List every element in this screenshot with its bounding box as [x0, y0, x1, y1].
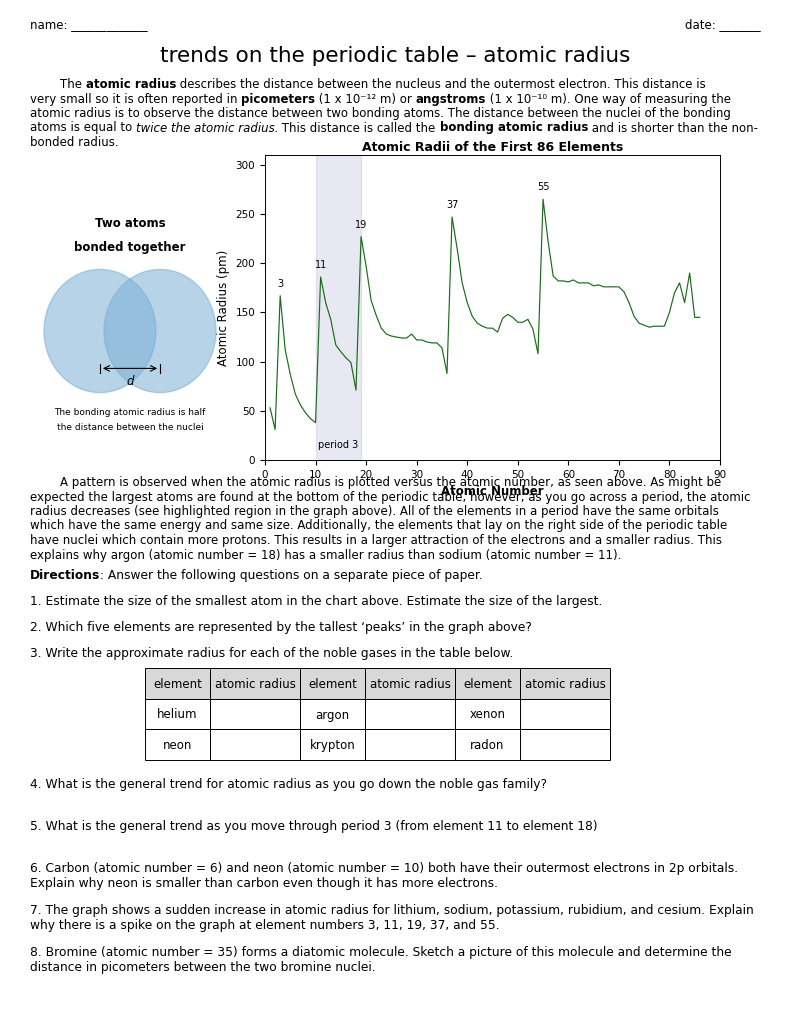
Bar — [210, 729, 300, 760]
Text: twice the atomic radius.: twice the atomic radius. — [136, 122, 278, 134]
Bar — [210, 698, 300, 729]
Text: describes the distance between the nucleus and the outermost electron. This dist: describes the distance between the nucle… — [176, 78, 706, 91]
Bar — [300, 668, 365, 698]
Text: very small so it is often reported in: very small so it is often reported in — [30, 92, 241, 105]
Text: 19: 19 — [355, 220, 367, 229]
Text: (1 x 10⁻¹² m) or: (1 x 10⁻¹² m) or — [316, 92, 416, 105]
Text: 3. Write the approximate radius for each of the noble gases in the table below.: 3. Write the approximate radius for each… — [30, 647, 513, 660]
Text: This distance is called the: This distance is called the — [278, 122, 440, 134]
Bar — [455, 698, 520, 729]
Circle shape — [44, 269, 156, 392]
Text: radius decreases (see highlighted region in the graph above). All of the element: radius decreases (see highlighted region… — [30, 505, 719, 518]
Bar — [145, 698, 210, 729]
Circle shape — [104, 269, 216, 392]
Text: Two atoms: Two atoms — [95, 217, 165, 229]
X-axis label: Atomic Number: Atomic Number — [441, 485, 544, 499]
Text: argon: argon — [316, 709, 350, 722]
Text: 37: 37 — [446, 200, 458, 210]
Text: 2. Which five elements are represented by the tallest ‘peaks’ in the graph above: 2. Which five elements are represented b… — [30, 621, 532, 634]
Bar — [300, 698, 365, 729]
Bar — [365, 668, 455, 698]
Text: 5. What is the general trend as you move through period 3 (from element 11 to el: 5. What is the general trend as you move… — [30, 820, 598, 833]
Text: have nuclei which contain more protons. This results in a larger attraction of t: have nuclei which contain more protons. … — [30, 534, 722, 547]
Text: the distance between the nuclei: the distance between the nuclei — [57, 423, 203, 432]
Text: element: element — [308, 678, 357, 691]
Text: trends on the periodic table – atomic radius: trends on the periodic table – atomic ra… — [160, 46, 630, 66]
Text: 7. The graph shows a sudden increase in atomic radius for lithium, sodium, potas: 7. The graph shows a sudden increase in … — [30, 904, 754, 918]
Bar — [520, 729, 610, 760]
Text: 11: 11 — [315, 260, 327, 270]
Bar — [145, 668, 210, 698]
Text: expected the largest atoms are found at the bottom of the periodic table, howeve: expected the largest atoms are found at … — [30, 490, 751, 504]
Text: atomic radius: atomic radius — [369, 678, 450, 691]
Text: neon: neon — [163, 739, 192, 753]
Text: period 3: period 3 — [318, 440, 358, 451]
Text: Explain why neon is smaller than carbon even though it has more electrons.: Explain why neon is smaller than carbon … — [30, 877, 498, 890]
Text: radon: radon — [471, 739, 505, 753]
Text: why there is a spike on the graph at element numbers 3, 11, 19, 37, and 55.: why there is a spike on the graph at ele… — [30, 919, 500, 932]
Bar — [455, 668, 520, 698]
Text: and is shorter than the non-: and is shorter than the non- — [588, 122, 758, 134]
Text: atomic radius: atomic radius — [524, 678, 605, 691]
Text: name: _____________: name: _____________ — [30, 18, 148, 31]
Text: krypton: krypton — [309, 739, 355, 753]
Text: The: The — [30, 78, 85, 91]
Text: distance in picometers between the two bromine nuclei.: distance in picometers between the two b… — [30, 961, 376, 974]
Bar — [316, 155, 361, 460]
Text: date: _______: date: _______ — [685, 18, 761, 31]
Text: explains why argon (atomic number = 18) has a smaller radius than sodium (atomic: explains why argon (atomic number = 18) … — [30, 549, 622, 561]
Text: helium: helium — [157, 709, 198, 722]
Text: picometers: picometers — [241, 92, 316, 105]
Text: 3: 3 — [277, 279, 283, 289]
Text: atoms is equal to: atoms is equal to — [30, 122, 136, 134]
Bar — [210, 668, 300, 698]
Text: 55: 55 — [537, 182, 549, 193]
Bar — [455, 729, 520, 760]
Text: : Answer the following questions on a separate piece of paper.: : Answer the following questions on a se… — [100, 569, 483, 582]
Bar — [520, 698, 610, 729]
Text: Directions: Directions — [30, 569, 100, 582]
Title: Atomic Radii of the First 86 Elements: Atomic Radii of the First 86 Elements — [361, 141, 623, 154]
Bar — [365, 729, 455, 760]
Text: element: element — [153, 678, 202, 691]
Text: which have the same energy and same size. Additionally, the elements that lay on: which have the same energy and same size… — [30, 519, 727, 532]
Bar — [300, 729, 365, 760]
Text: 8. Bromine (atomic number = 35) forms a diatomic molecule. Sketch a picture of t: 8. Bromine (atomic number = 35) forms a … — [30, 946, 732, 959]
Text: The bonding atomic radius is half: The bonding atomic radius is half — [55, 408, 206, 417]
Text: (1 x 10⁻¹⁰ m). One way of measuring the: (1 x 10⁻¹⁰ m). One way of measuring the — [486, 92, 731, 105]
Text: bonded radius.: bonded radius. — [30, 136, 119, 150]
Text: xenon: xenon — [470, 709, 505, 722]
Text: 6. Carbon (atomic number = 6) and neon (atomic number = 10) both have their oute: 6. Carbon (atomic number = 6) and neon (… — [30, 862, 738, 874]
Text: element: element — [463, 678, 512, 691]
Y-axis label: Atomic Radius (pm): Atomic Radius (pm) — [217, 250, 230, 366]
Bar — [145, 729, 210, 760]
Text: A pattern is observed when the atomic radius is plotted versus the atomic number: A pattern is observed when the atomic ra… — [30, 476, 721, 489]
Text: atomic radius is to observe the distance between two bonding atoms. The distance: atomic radius is to observe the distance… — [30, 106, 731, 120]
Text: 1. Estimate the size of the smallest atom in the chart above. Estimate the size : 1. Estimate the size of the smallest ato… — [30, 595, 603, 608]
Text: bonded together: bonded together — [74, 241, 186, 254]
Text: 4. What is the general trend for atomic radius as you go down the noble gas fami: 4. What is the general trend for atomic … — [30, 778, 547, 791]
Bar — [365, 698, 455, 729]
Text: atomic radius: atomic radius — [85, 78, 176, 91]
Text: bonding atomic radius: bonding atomic radius — [440, 122, 588, 134]
Text: atomic radius: atomic radius — [214, 678, 295, 691]
Text: d: d — [127, 375, 134, 388]
Bar — [520, 668, 610, 698]
Text: angstroms: angstroms — [416, 92, 486, 105]
